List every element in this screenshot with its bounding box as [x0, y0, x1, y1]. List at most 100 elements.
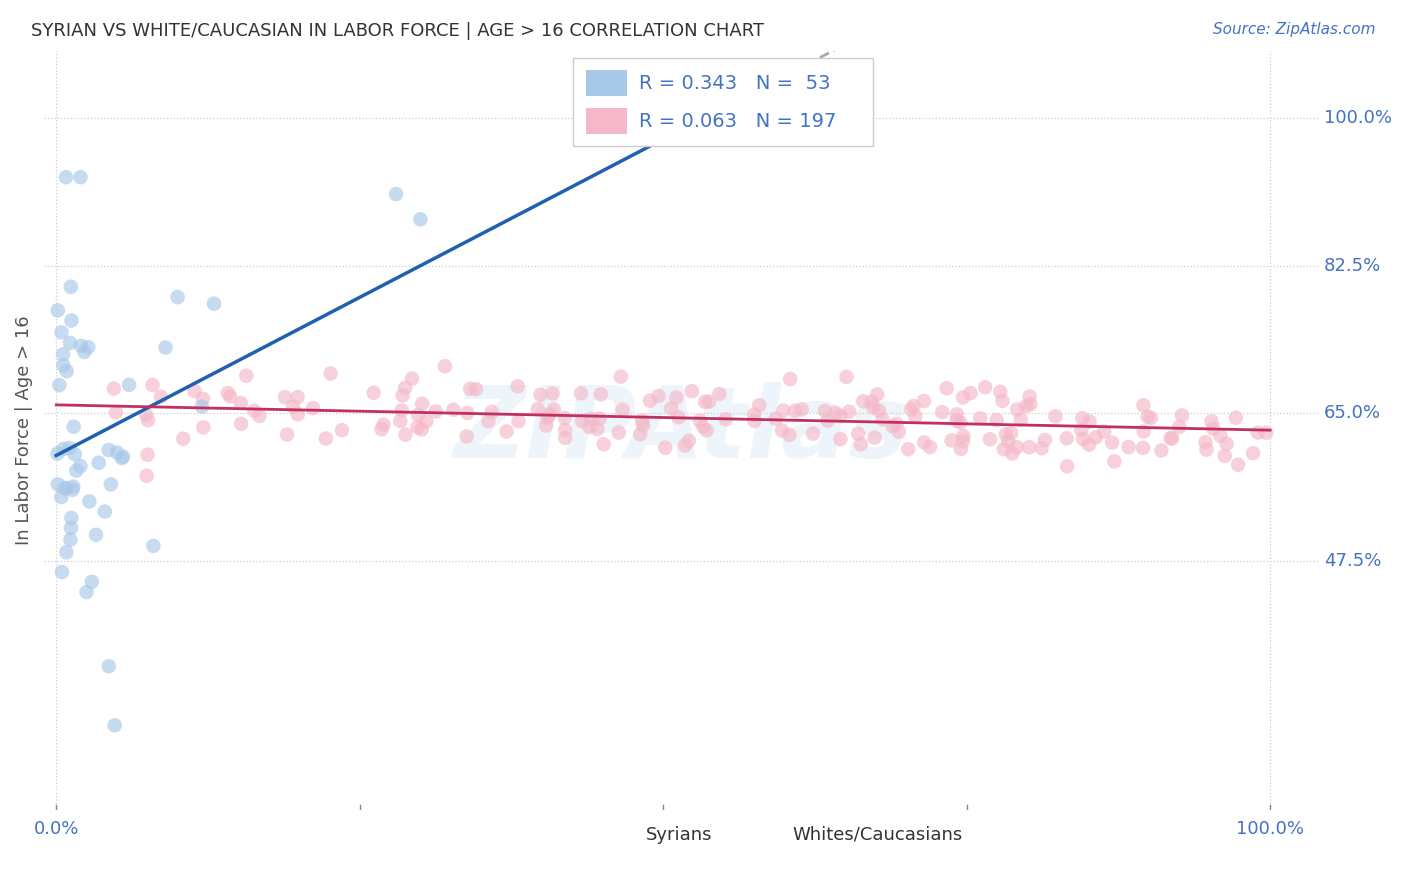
Point [952, 391, 974, 405]
Point [391, 388, 413, 402]
Point [931, 405, 953, 419]
Point [202, 296, 225, 310]
Point [1213, 449, 1236, 463]
Point [94, 504, 117, 518]
Point [247, 409, 270, 423]
Point [714, 412, 737, 426]
Y-axis label: In Labor Force | Age > 16: In Labor Force | Age > 16 [15, 316, 32, 545]
Point [97, 442, 120, 457]
Point [394, 427, 416, 442]
Point [136, 413, 159, 427]
Point [76, 585, 98, 599]
Point [87, 456, 110, 470]
Text: SYRIAN VS WHITE/CAUCASIAN IN LABOR FORCE | AGE > 16 CORRELATION CHART: SYRIAN VS WHITE/CAUCASIAN IN LABOR FORCE… [31, 22, 763, 40]
Point [59, 533, 82, 547]
Text: Source: ZipAtlas.com: Source: ZipAtlas.com [1212, 22, 1375, 37]
Point [1118, 440, 1140, 454]
Point [287, 390, 309, 404]
Point [51, 565, 73, 579]
Point [46, 303, 69, 318]
Point [79, 494, 101, 508]
Point [912, 394, 935, 409]
Point [765, 411, 787, 425]
Point [949, 442, 972, 456]
Point [1194, 435, 1216, 450]
Point [274, 390, 297, 404]
Point [882, 419, 904, 434]
Point [149, 390, 172, 404]
Point [302, 401, 325, 415]
Point [58, 441, 80, 455]
Point [1005, 402, 1028, 417]
Text: R = 0.343   N =  53: R = 0.343 N = 53 [640, 74, 831, 93]
Point [287, 407, 309, 421]
Point [506, 379, 529, 393]
Point [949, 416, 972, 430]
Text: R = 0.063   N = 197: R = 0.063 N = 197 [640, 112, 837, 131]
Point [411, 397, 433, 411]
Point [748, 398, 770, 412]
Point [281, 400, 304, 414]
Point [191, 392, 214, 406]
Text: 100.0%: 100.0% [1236, 820, 1305, 838]
Point [1092, 425, 1115, 439]
Point [243, 403, 266, 417]
Point [1078, 437, 1101, 451]
Point [709, 387, 731, 401]
Point [63, 447, 86, 461]
Point [373, 417, 395, 432]
Point [52, 359, 75, 373]
Point [62, 419, 84, 434]
Point [541, 386, 564, 401]
Point [959, 386, 981, 401]
Point [588, 411, 610, 425]
Point [401, 371, 423, 385]
Point [783, 404, 806, 418]
Bar [605, 825, 637, 844]
Point [465, 382, 488, 396]
Point [578, 420, 600, 434]
Point [73, 345, 96, 359]
Point [60, 511, 83, 525]
Point [941, 434, 963, 448]
Point [60, 313, 83, 327]
Point [742, 408, 765, 422]
Point [1010, 412, 1032, 426]
Point [631, 418, 654, 433]
Point [586, 422, 609, 436]
Point [554, 431, 576, 445]
Point [55, 481, 77, 495]
Point [1168, 419, 1191, 434]
Point [1241, 446, 1264, 460]
Point [219, 389, 242, 403]
Point [1084, 430, 1107, 444]
Point [409, 212, 432, 227]
Point [1136, 409, 1159, 424]
Point [46, 446, 69, 460]
Point [770, 424, 793, 438]
Point [51, 490, 73, 504]
Text: 65.0%: 65.0% [1323, 404, 1381, 422]
Point [912, 435, 935, 450]
Point [406, 420, 429, 434]
Point [904, 409, 927, 424]
Point [406, 408, 429, 422]
Point [778, 428, 800, 442]
Point [62, 483, 84, 497]
Point [969, 411, 991, 425]
Point [988, 384, 1011, 399]
Point [647, 389, 669, 403]
Point [849, 437, 872, 451]
Point [425, 404, 447, 418]
Point [1256, 425, 1278, 440]
Point [918, 440, 941, 454]
Text: Syrians: Syrians [645, 826, 713, 844]
Point [55, 545, 77, 559]
Point [105, 445, 128, 459]
Point [433, 359, 456, 374]
Point [1031, 441, 1053, 455]
Point [330, 423, 353, 437]
Point [986, 413, 1008, 427]
Text: 100.0%: 100.0% [1323, 109, 1392, 128]
Point [772, 403, 794, 417]
